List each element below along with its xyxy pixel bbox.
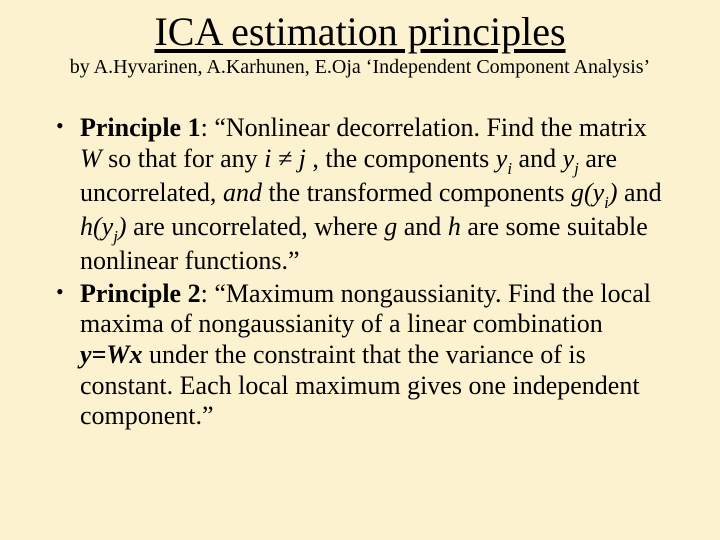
principle-label: Principle 1 (80, 113, 201, 142)
text-run: j (574, 159, 579, 178)
bullet-list: Principle 1: “Nonlinear decorrelation. F… (50, 113, 670, 432)
principle-label: Principle 2 (80, 279, 201, 308)
slide-title: ICA estimation principles (50, 10, 670, 54)
text-run: under the constraint that the variance o… (80, 340, 640, 430)
text-run: are uncorrelated, where (127, 212, 385, 241)
text-run: g(y (571, 178, 604, 207)
text-run: y (563, 144, 575, 173)
text-run: i (604, 193, 609, 212)
text-run: and (397, 212, 448, 241)
text-run: , the components (306, 144, 496, 173)
text-run: j (113, 227, 118, 246)
text-run: ) (609, 178, 618, 207)
text-run: h(y (80, 212, 113, 241)
text-run: : “Nonlinear decorrelation. Find the mat… (201, 113, 647, 142)
text-run: h (448, 212, 461, 241)
text-run: and (512, 144, 563, 173)
text-run: g (384, 212, 397, 241)
text-run: so that for any (102, 144, 264, 173)
text-run: and (223, 178, 262, 207)
text-run: i ≠ j (264, 144, 306, 173)
text-run: y (496, 144, 508, 173)
list-item: Principle 2: “Maximum nongaussianity. Fi… (80, 279, 670, 432)
text-run: W (80, 144, 102, 173)
text-run: and (618, 178, 662, 207)
text-run: the transformed components (262, 178, 571, 207)
list-item: Principle 1: “Nonlinear decorrelation. F… (80, 113, 670, 277)
text-run: i (507, 159, 512, 178)
text-run: y=Wx (80, 340, 142, 369)
text-run: ) (118, 212, 127, 241)
slide-subtitle: by A.Hyvarinen, A.Karhunen, E.Oja ‘Indep… (50, 56, 670, 79)
slide: ICA estimation principles by A.Hyvarinen… (0, 0, 720, 540)
